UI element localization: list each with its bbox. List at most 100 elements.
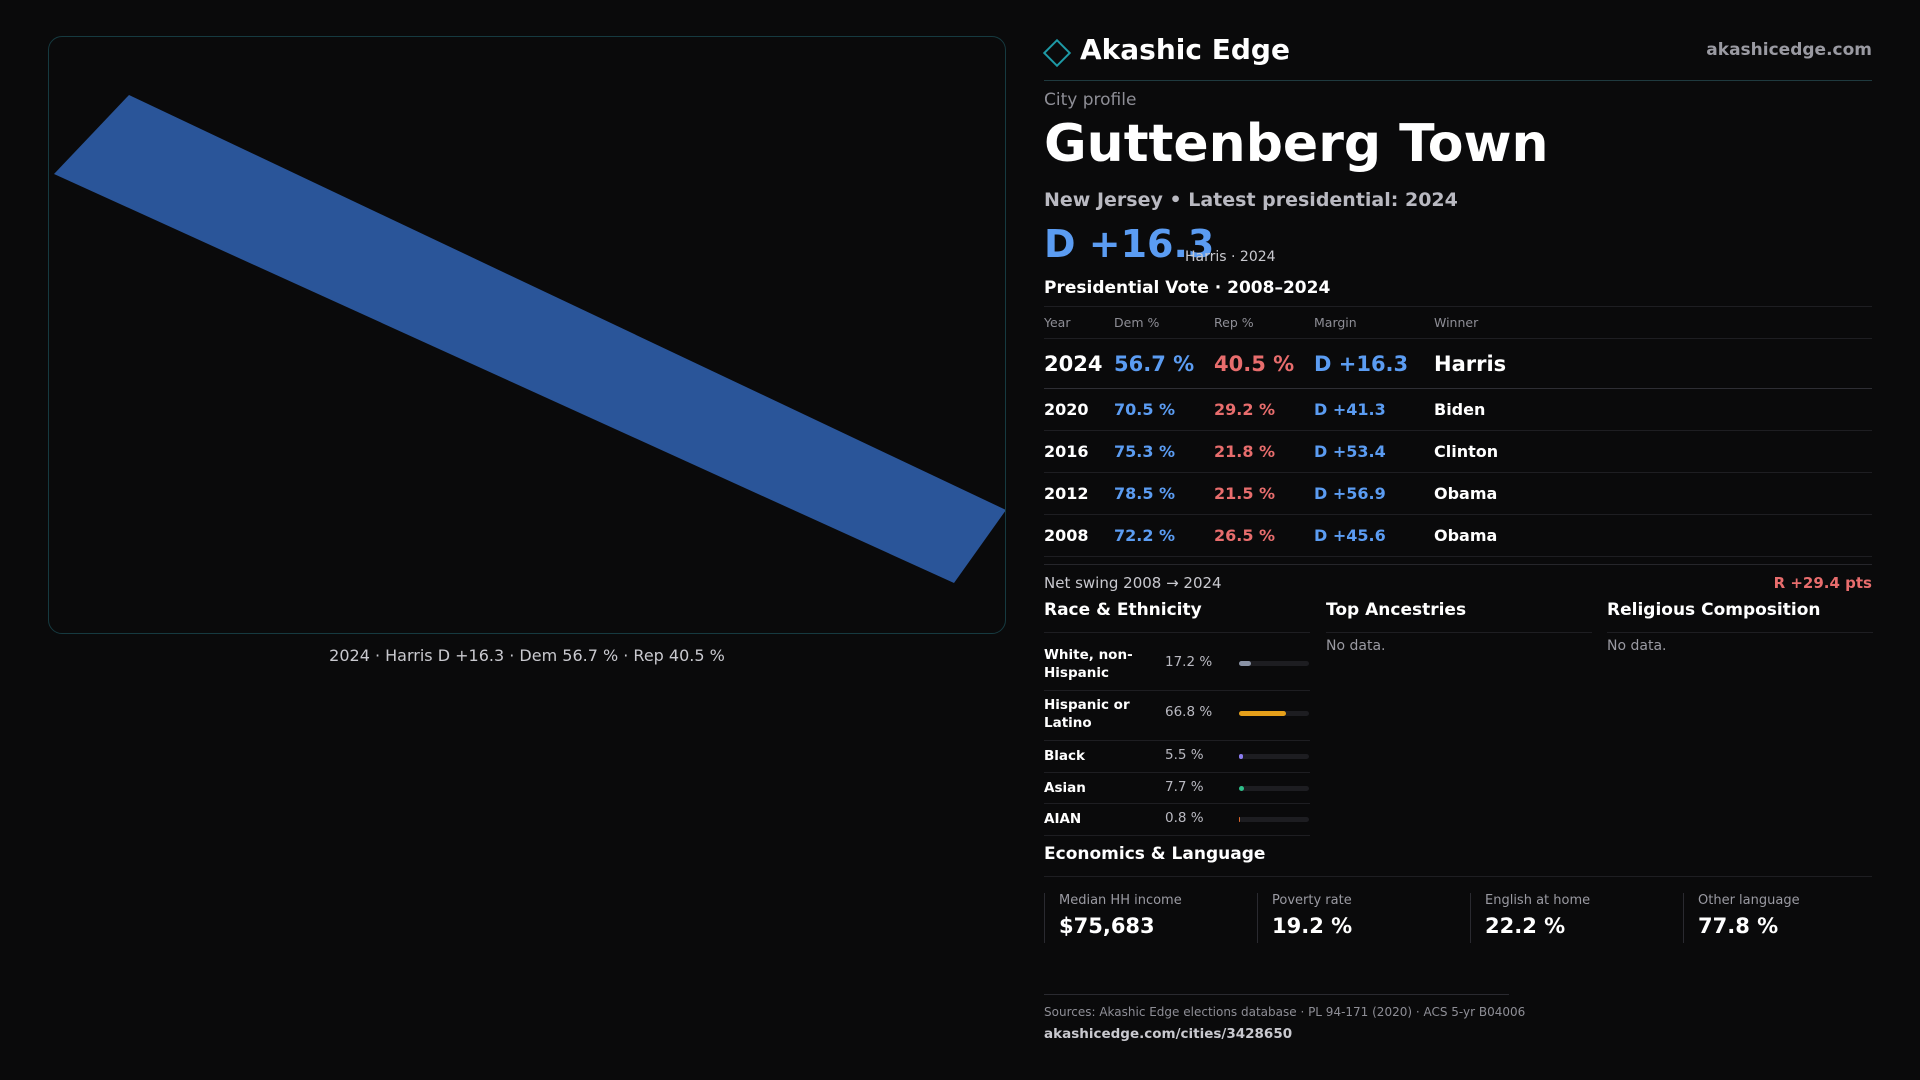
- page-subtitle: New Jersey • Latest presidential: 2024: [1044, 189, 1458, 211]
- vote-table: Year Dem % Rep % Margin Winner 2024 56.7…: [1044, 306, 1872, 557]
- diamond-icon: [1042, 38, 1072, 68]
- race-pct: 17.2 %: [1165, 654, 1213, 670]
- race-pct: 7.7 %: [1165, 779, 1204, 795]
- cell-year: 2020: [1044, 388, 1114, 431]
- race-pct: 66.8 %: [1165, 704, 1213, 720]
- cell-rep: 29.2 %: [1214, 388, 1314, 431]
- city-permalink[interactable]: akashicedge.com/cities/3428650: [1044, 1026, 1293, 1042]
- table-row: 2020 70.5 % 29.2 % D +41.3 Biden: [1044, 388, 1872, 431]
- cell-year: 2024: [1044, 338, 1114, 389]
- map-panel[interactable]: [48, 36, 1006, 634]
- col-dem: Dem %: [1114, 306, 1214, 339]
- page-title: Guttenberg Town: [1044, 114, 1549, 174]
- list-item: AIAN 0.8 %: [1044, 803, 1310, 836]
- race-bar: [1239, 754, 1309, 759]
- cell-margin: D +41.3: [1314, 388, 1434, 431]
- col-winner: Winner: [1434, 306, 1872, 339]
- race-bar-fill: [1239, 661, 1252, 666]
- brand-header: Akashic Edge akashicedge.com: [1042, 32, 1872, 81]
- race-label: AIAN: [1044, 811, 1082, 827]
- ancestries-empty: No data.: [1326, 638, 1386, 654]
- cell-dem: 56.7 %: [1114, 338, 1214, 389]
- cell-dem: 78.5 %: [1114, 472, 1214, 515]
- col-year: Year: [1044, 306, 1114, 339]
- ancestries-heading: Top Ancestries: [1326, 600, 1592, 633]
- cell-dem: 72.2 %: [1114, 514, 1214, 557]
- stat-value: $75,683: [1059, 914, 1155, 938]
- stat-median-income: Median HH income $75,683: [1044, 893, 1257, 943]
- brand-name: Akashic Edge: [1080, 33, 1290, 66]
- stat-label: Median HH income: [1059, 893, 1182, 908]
- race-bar: [1239, 661, 1309, 666]
- cell-rep: 21.5 %: [1214, 472, 1314, 515]
- list-item: Black 5.5 %: [1044, 740, 1310, 773]
- cell-winner: Obama: [1434, 472, 1872, 515]
- race-bar-fill: [1239, 817, 1240, 822]
- race-label: Hispanic or Latino: [1044, 697, 1130, 731]
- race-bar-fill: [1239, 786, 1245, 791]
- race-heading: Race & Ethnicity: [1044, 600, 1310, 633]
- race-pct: 0.8 %: [1165, 810, 1204, 826]
- cell-rep: 26.5 %: [1214, 514, 1314, 557]
- cell-dem: 75.3 %: [1114, 430, 1214, 473]
- cell-winner: Obama: [1434, 514, 1872, 557]
- cell-winner: Biden: [1434, 388, 1872, 431]
- vote-section-heading: Presidential Vote · 2008–2024: [1044, 278, 1331, 298]
- table-row: 2016 75.3 % 21.8 % D +53.4 Clinton: [1044, 430, 1872, 473]
- page-kicker: City profile: [1044, 90, 1137, 110]
- table-row: 2024 56.7 % 40.5 % D +16.3 Harris: [1044, 338, 1872, 389]
- vote-table-header: Year Dem % Rep % Margin Winner: [1044, 306, 1872, 339]
- brand-url-link[interactable]: akashicedge.com: [1706, 40, 1872, 60]
- economics-heading: Economics & Language: [1044, 844, 1872, 877]
- city-boundary-shape[interactable]: [54, 95, 1006, 583]
- latest-margin-note: Harris · 2024: [1185, 249, 1276, 265]
- map-caption: 2024 · Harris D +16.3 · Dem 56.7 % · Rep…: [329, 646, 725, 665]
- race-bar: [1239, 817, 1309, 822]
- net-swing-value: R +29.4 pts: [1773, 574, 1872, 592]
- sources-text: Sources: Akashic Edge elections database…: [1044, 1005, 1526, 1019]
- list-item: Asian 7.7 %: [1044, 772, 1310, 804]
- religion-heading: Religious Composition: [1607, 600, 1873, 633]
- cell-margin: D +53.4: [1314, 430, 1434, 473]
- stat-label: English at home: [1485, 893, 1591, 908]
- cell-year: 2012: [1044, 472, 1114, 515]
- latest-margin: D +16.3: [1044, 222, 1215, 266]
- race-bar: [1239, 711, 1309, 716]
- religion-empty: No data.: [1607, 638, 1667, 654]
- table-row: 2012 78.5 % 21.5 % D +56.9 Obama: [1044, 472, 1872, 515]
- stat-poverty-rate: Poverty rate 19.2 %: [1257, 893, 1470, 943]
- stat-label: Poverty rate: [1272, 893, 1352, 908]
- city-boundary-map: [54, 95, 1006, 583]
- stat-label: Other language: [1698, 893, 1800, 908]
- race-pct: 5.5 %: [1165, 747, 1204, 763]
- race-bar-fill: [1239, 754, 1243, 759]
- race-bar-fill: [1239, 711, 1286, 716]
- list-item: White, non-Hispanic 17.2 %: [1044, 640, 1310, 691]
- race-bar: [1239, 786, 1309, 791]
- stat-value: 22.2 %: [1485, 914, 1566, 938]
- cell-rep: 40.5 %: [1214, 338, 1314, 389]
- col-margin: Margin: [1314, 306, 1434, 339]
- stat-english-home: English at home 22.2 %: [1470, 893, 1683, 943]
- net-swing-label: Net swing 2008 → 2024: [1044, 574, 1222, 592]
- cell-winner: Harris: [1434, 338, 1872, 389]
- cell-year: 2016: [1044, 430, 1114, 473]
- race-label: White, non-Hispanic: [1044, 647, 1133, 681]
- stat-value: 19.2 %: [1272, 914, 1353, 938]
- cell-winner: Clinton: [1434, 430, 1872, 473]
- stat-value: 77.8 %: [1698, 914, 1779, 938]
- net-swing: Net swing 2008 → 2024 R +29.4 pts: [1044, 564, 1872, 592]
- cell-margin: D +45.6: [1314, 514, 1434, 557]
- cell-margin: D +16.3: [1314, 338, 1434, 389]
- cell-year: 2008: [1044, 514, 1114, 557]
- stat-other-language: Other language 77.8 %: [1683, 893, 1896, 943]
- cell-dem: 70.5 %: [1114, 388, 1214, 431]
- race-label: Black: [1044, 748, 1086, 764]
- footer: Sources: Akashic Edge elections database…: [1044, 994, 1525, 1042]
- list-item: Hispanic or Latino 66.8 %: [1044, 690, 1310, 741]
- cell-rep: 21.8 %: [1214, 430, 1314, 473]
- table-row: 2008 72.2 % 26.5 % D +45.6 Obama: [1044, 514, 1872, 557]
- race-label: Asian: [1044, 780, 1086, 796]
- col-rep: Rep %: [1214, 306, 1314, 339]
- cell-margin: D +56.9: [1314, 472, 1434, 515]
